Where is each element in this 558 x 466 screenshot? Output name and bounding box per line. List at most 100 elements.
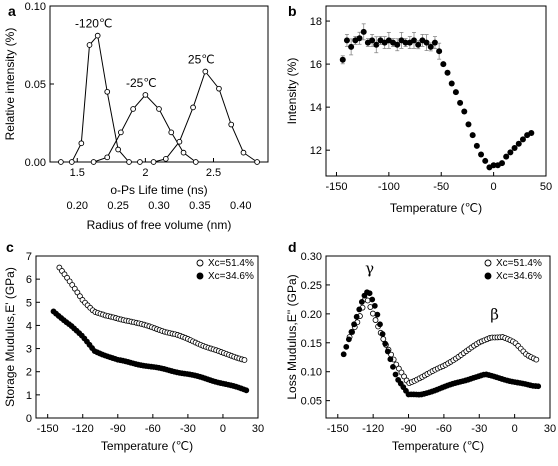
annotation-beta: β [490, 306, 499, 324]
panel-d-y-tick-label: 0.25 [301, 280, 322, 292]
data-point [440, 61, 447, 68]
data-point [202, 68, 209, 75]
panel-b-axes-frame [325, 5, 547, 177]
panel-d-x-tick-label: -30 [471, 423, 487, 435]
panel-a: a 1.5 2 2.5 0.00 0.05 0.10 o-Ps Life time (ns) 0… [3, 1, 269, 232]
panel-c-x-tick-label: 30 [252, 423, 264, 435]
data-point [117, 129, 124, 136]
panel-d: d -150 -120 -90 -60 -30 0 30 0.05 0.10 0.15 0.20 0.2… [285, 239, 556, 453]
data-point [482, 157, 489, 164]
data-point [254, 159, 260, 165]
data-point [423, 39, 430, 46]
panel-d-x-tick-label: -120 [362, 423, 384, 435]
panel-a-x2-tick-label: 0.40 [230, 200, 251, 212]
panel-c-x-label: Temperature (℃) [101, 439, 193, 453]
data-point [394, 41, 401, 48]
data-point [371, 302, 378, 309]
data-point [240, 149, 247, 156]
data-point [384, 348, 391, 355]
panel-c-y-tick-label: 6 [26, 274, 32, 286]
panel-b-y-tick-label: 14 [310, 102, 322, 114]
panel-letter-c: c [6, 239, 14, 255]
data-point [465, 121, 472, 128]
annotation-gamma: γ [365, 259, 374, 277]
data-point [519, 136, 526, 143]
data-point [427, 43, 434, 50]
panel-c-x-tick-label: 0 [220, 423, 226, 435]
panel-c-y-tick-label: 1 [26, 390, 32, 402]
data-point [348, 328, 355, 335]
data-point [528, 129, 535, 136]
panel-c-y-tick-label: 7 [26, 251, 32, 263]
panel-b: b -150 -100 -50 0 50 12 14 16 18 Temperature (℃) In… [285, 3, 552, 215]
data-point [366, 290, 373, 297]
panel-c-y-tick-label: 2 [26, 367, 32, 379]
data-point [353, 313, 360, 320]
panel-c-y-tick-label: 4 [26, 320, 32, 332]
panel-d-x-tick-label: -90 [401, 423, 417, 435]
data-point [373, 41, 380, 48]
series-label: 25℃ [188, 53, 215, 67]
panel-c-x-tick-label: -90 [110, 423, 126, 435]
data-point [398, 369, 405, 376]
panel-b-x-tick-label: 0 [491, 181, 497, 193]
data-point [431, 39, 438, 46]
data-point [387, 356, 394, 363]
data-point [180, 149, 187, 156]
panel-a-y-tick-label: 0.00 [25, 157, 46, 169]
data-point [348, 43, 355, 50]
data-point [156, 106, 162, 112]
panel-c-y-tick-label: 0 [26, 413, 32, 425]
data-point [241, 357, 248, 363]
panel-a-x2-tick-label: 0.20 [67, 200, 88, 212]
data-point [243, 387, 250, 394]
data-point [374, 311, 381, 318]
data-point [507, 149, 514, 156]
series-line-1 [93, 94, 197, 163]
panel-a-x2-tick-label: 0.35 [189, 200, 210, 212]
panel-a-x-label: o-Ps Life time (ns) [110, 183, 207, 197]
data-point [473, 142, 480, 149]
legend-label: Xc=34.6% [208, 271, 254, 282]
legend-label: Xc=51.4% [496, 258, 542, 269]
panel-a-x-tick-label: 2 [142, 167, 148, 179]
data-point [360, 28, 367, 35]
data-point [356, 35, 363, 42]
legend-marker [196, 272, 204, 280]
panel-a-y-tick-label: 0.05 [25, 79, 46, 91]
data-point [58, 159, 64, 165]
panel-a-x-tick-label: 2.5 [206, 167, 221, 179]
data-point [415, 41, 422, 48]
data-point [511, 145, 518, 152]
data-point [190, 104, 196, 111]
series-line-2 [153, 70, 258, 163]
data-point [457, 99, 464, 106]
panel-b-x-tick-label: -100 [378, 181, 400, 193]
panel-d-x-tick-label: -60 [436, 423, 452, 435]
panel-b-x-tick-label: -150 [325, 181, 347, 193]
data-point [401, 373, 407, 380]
data-point [340, 351, 347, 358]
data-point [126, 159, 132, 165]
panel-c-x-tick-label: -150 [37, 423, 59, 435]
panel-b-y-label: Intensity (%) [285, 58, 299, 125]
data-point [351, 321, 357, 328]
data-point [86, 42, 93, 48]
data-point [142, 92, 149, 98]
panel-a-y-label: Relative intensity (%) [3, 28, 17, 141]
panel-a-x2-label: Radius of free volume (nm) [87, 218, 232, 232]
data-point [356, 306, 363, 313]
series-line-0 [60, 34, 140, 163]
data-point [372, 317, 379, 323]
series-label: -25℃ [126, 76, 157, 90]
panel-b-x-label: Temperature (℃) [390, 201, 482, 215]
data-point [150, 159, 157, 165]
data-point [382, 340, 389, 347]
data-point [94, 32, 101, 39]
panel-letter-a: a [8, 3, 16, 19]
panel-c-x-tick-label: -60 [145, 423, 161, 435]
data-point [395, 365, 402, 372]
data-point [503, 153, 510, 160]
data-point [115, 146, 121, 153]
